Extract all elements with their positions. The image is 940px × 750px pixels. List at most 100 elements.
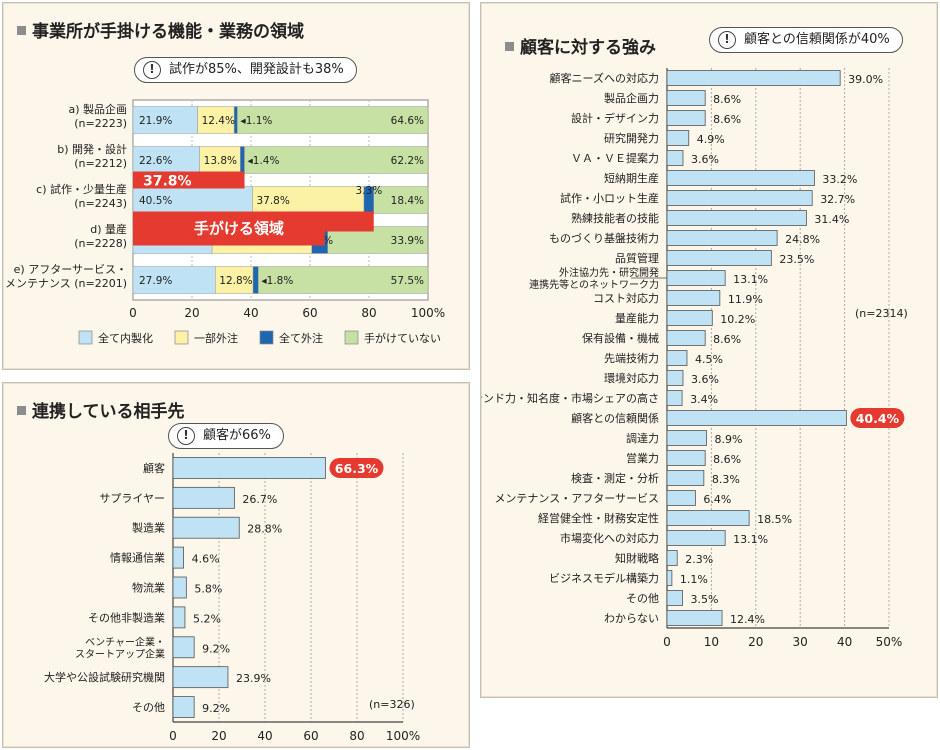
panel-title-text: 事業所が手掛ける機能・業務の領域: [32, 22, 304, 42]
segment-label: 62.2%: [391, 155, 424, 167]
panel-functions: 事業所が手掛ける機能・業務の領域 ! 試作が85%、開発設計も38% 0 20 40 6…: [2, 2, 470, 370]
bar: [666, 230, 778, 246]
category-label: 熟練技能者の技能: [571, 211, 659, 225]
value-label: 10.2%: [720, 313, 755, 326]
category-label: e) アフターサービス・: [14, 263, 127, 276]
bar: [666, 510, 750, 526]
x-tick-label: 20: [211, 729, 226, 743]
x-tick-label: 60: [303, 729, 318, 743]
category-label: b) 開発・設計: [57, 142, 127, 156]
value-label: 4.9%: [697, 133, 725, 146]
category-label: ものづくり基盤技術力: [549, 232, 659, 245]
value-label: 4.6%: [192, 553, 220, 566]
legend-label: 手がけていない: [364, 331, 441, 345]
callout-bubble: ! 試作が85%、開発設計も38%: [134, 57, 357, 83]
value-label: 13.1%: [733, 533, 768, 546]
category-label: 情報通信業: [110, 552, 165, 565]
bar: [666, 410, 847, 426]
bar: [666, 450, 706, 466]
category-label: (n=2212): [74, 157, 127, 170]
bar: [666, 370, 684, 386]
value-label: 9.2%: [202, 702, 230, 715]
panel-title-text: 連携している相手先: [32, 402, 185, 422]
bar: [666, 190, 813, 206]
category-label: メンテナンス (n=2201): [5, 277, 127, 290]
bar: [666, 270, 726, 286]
value-label: 1.1%: [680, 573, 708, 586]
value-label: 18.5%: [757, 513, 792, 526]
highlight-value-label: 37.8%: [143, 174, 192, 190]
category-label: ビジネスモデル構築力: [549, 571, 659, 585]
bar: [666, 470, 705, 486]
segment-label: 21.9%: [139, 115, 172, 127]
segment-label: ◂1.4%: [248, 155, 280, 167]
x-tick-label: 40: [257, 729, 272, 743]
category-label: 大学や公設試験研究機関: [44, 670, 165, 684]
legend-swatch: [344, 330, 359, 345]
category-label: その他: [626, 592, 659, 605]
value-label: 6.4%: [703, 493, 731, 506]
panel-title-text: 顧客に対する強み: [520, 38, 656, 58]
category-label: 調達力: [626, 431, 659, 445]
bar-segment: [258, 266, 429, 294]
legend-label: 一部外注: [194, 331, 238, 345]
x-tick-label: 100%: [386, 729, 420, 743]
value-label: 8.6%: [713, 453, 741, 466]
sample-size-label: (n=2314): [855, 307, 908, 320]
value-label: 24.8%: [785, 233, 820, 246]
value-label: 8.6%: [713, 113, 741, 126]
callout-text: 顧客との信頼関係が40%: [744, 32, 890, 47]
x-tick-label: 0: [663, 635, 671, 649]
category-label: スタートアップ企業: [75, 647, 165, 660]
bar: [172, 636, 195, 659]
segment-label: 33.9%: [391, 235, 424, 247]
value-label: 3.6%: [691, 153, 719, 166]
segment-label: 22.6%: [139, 155, 172, 167]
bar: [666, 310, 713, 326]
category-label: 物流業: [132, 581, 165, 595]
value-label: 28.8%: [247, 523, 282, 536]
bar-segment: [215, 266, 254, 294]
bar: [666, 290, 721, 306]
bar-segment: [132, 146, 200, 174]
exclamation-icon: !: [718, 31, 736, 49]
category-label: 環境対応力: [604, 371, 659, 385]
panel-title: 連携している相手先: [17, 397, 185, 422]
segment-label: 27.9%: [139, 275, 172, 287]
category-label: 市場変化への対応力: [560, 531, 659, 545]
category-label: その他非製造業: [88, 610, 165, 624]
value-label: 31.4%: [814, 213, 849, 226]
bar: [666, 350, 688, 366]
x-tick-label: 50%: [876, 635, 903, 649]
bar: [666, 150, 684, 166]
value-label: 8.6%: [713, 93, 741, 106]
category-label: 保有設備・機械: [582, 331, 659, 345]
bar-segment: [252, 186, 365, 214]
category-label: 顧客: [143, 461, 165, 475]
legend-swatch: [78, 330, 93, 345]
bar: [666, 430, 707, 446]
legend-swatch: [259, 330, 274, 345]
bar: [666, 530, 726, 546]
segment-label: 37.8%: [256, 195, 289, 207]
bar: [666, 170, 815, 186]
category-label: 知財戦略: [615, 551, 659, 565]
value-label: 8.6%: [713, 333, 741, 346]
category-label: サプライヤー: [99, 492, 165, 505]
category-label: d) 量産: [90, 223, 127, 236]
bar: [666, 550, 678, 566]
category-label: ＶＡ・ＶＥ提案力: [571, 151, 659, 165]
category-label: (n=2243): [74, 197, 127, 210]
x-tick-label: 30: [793, 635, 808, 649]
partners-bar-chart: 0 20 40 60 80 100% 顧客 66.3% サプライヤー 26.7% 製造業 28.8% 情…: [44, 453, 420, 743]
value-label: 9.2%: [202, 642, 230, 655]
category-label: (n=2228): [74, 237, 127, 250]
category-label: ベンチャー企業・: [85, 635, 165, 648]
segment-label: 12.8%: [219, 275, 252, 287]
bar-segment: [199, 146, 241, 174]
category-label: 研究開発力: [604, 131, 659, 145]
value-label: 66.3%: [335, 461, 379, 476]
stacked-bar-chart: 0 20 40 60 80 100% a) 製品企画(n=2223) 21.9% 12.4% ◂1…: [5, 99, 445, 345]
panel-partners: 連携している相手先 ! 顧客が66% 0 20 40 60 80 100% 顧客 66.3% サプ…: [2, 382, 470, 748]
bar: [666, 90, 706, 106]
